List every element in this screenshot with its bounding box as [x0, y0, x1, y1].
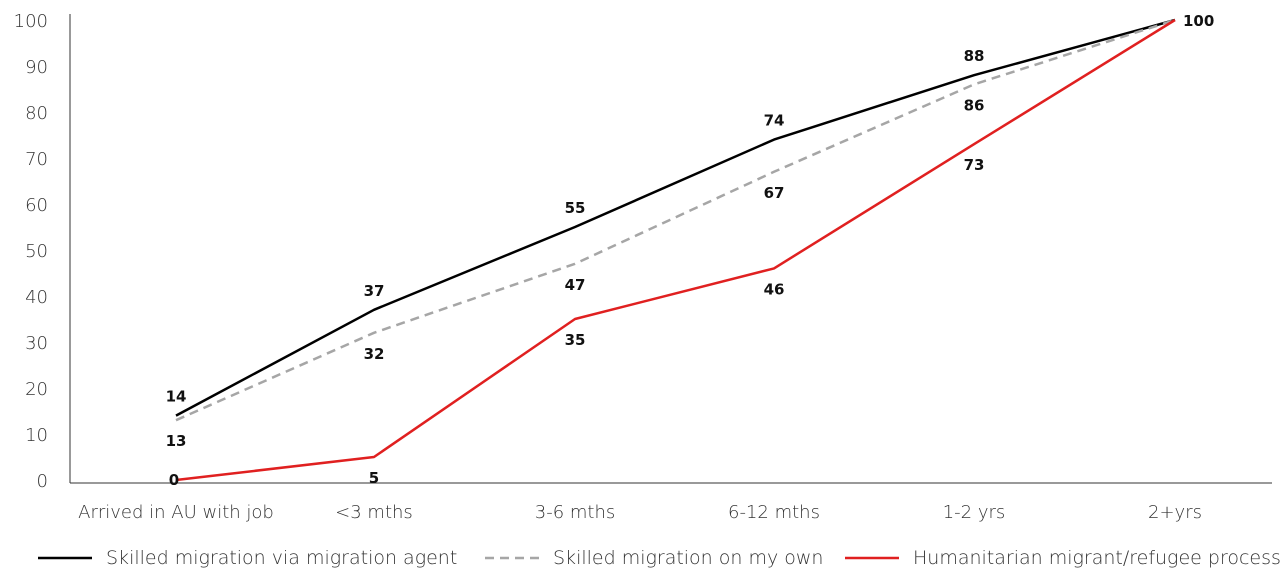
- data-label: 74: [764, 112, 785, 130]
- series-line-1: [175, 18, 1176, 417]
- data-label: 13: [166, 432, 187, 450]
- series-line-2: [175, 18, 1176, 422]
- y-tick-label: 90: [25, 57, 48, 78]
- y-tick-label: 50: [25, 241, 48, 262]
- data-label: 46: [764, 280, 785, 298]
- y-tick-label: 60: [25, 195, 48, 216]
- data-label: 86: [964, 96, 985, 114]
- y-tick-label: 30: [25, 333, 48, 354]
- data-label: 0: [169, 471, 179, 489]
- x-tick-label: Arrived in AU with job: [78, 502, 274, 523]
- series-line-3: [175, 18, 1176, 482]
- y-tick-label: 100: [14, 11, 48, 32]
- x-axis-ticks: Arrived in AU with job <3 mths 3-6 mths 6-1…: [78, 502, 1202, 523]
- data-label: 37: [364, 282, 385, 300]
- legend-label-3: Humanitarian migrant/refugee process: [913, 547, 1281, 569]
- data-label: 67: [764, 184, 785, 202]
- y-tick-label: 70: [25, 149, 48, 170]
- y-tick-label: 0: [37, 471, 48, 492]
- legend-label-2: Skilled migration on my own: [553, 547, 823, 569]
- data-label: 73: [964, 156, 985, 174]
- y-tick-label: 10: [25, 425, 48, 446]
- data-label: 100: [1183, 12, 1214, 30]
- chart-legend: Skilled migration via migration agent Ski…: [38, 547, 1281, 569]
- series-lines: [175, 18, 1176, 482]
- x-tick-label: 3-6 mths: [535, 502, 616, 523]
- y-tick-label: 80: [25, 103, 48, 124]
- x-tick-label: 1-2 yrs: [943, 502, 1006, 523]
- x-tick-label: 6-12 mths: [728, 502, 820, 523]
- data-label: 35: [565, 331, 586, 349]
- chart-axes: [69, 14, 1272, 484]
- y-tick-label: 40: [25, 287, 48, 308]
- legend-label-1: Skilled migration via migration agent: [106, 547, 457, 569]
- data-label: 5: [369, 469, 379, 487]
- x-tick-label: <3 mths: [335, 502, 413, 523]
- data-label: 88: [964, 47, 985, 65]
- data-label: 14: [166, 388, 187, 406]
- y-axis-ticks: 0 10 20 30 40 50 60 70 80 90 100: [14, 11, 48, 492]
- data-label: 32: [364, 345, 385, 363]
- y-tick-label: 20: [25, 379, 48, 400]
- x-tick-label: 2+yrs: [1148, 502, 1202, 523]
- data-label: 55: [565, 199, 586, 217]
- data-labels: 14 37 55 74 88 13 32 47 67 86 0 5 35 46 73 100: [166, 12, 1215, 489]
- data-label: 47: [565, 276, 586, 294]
